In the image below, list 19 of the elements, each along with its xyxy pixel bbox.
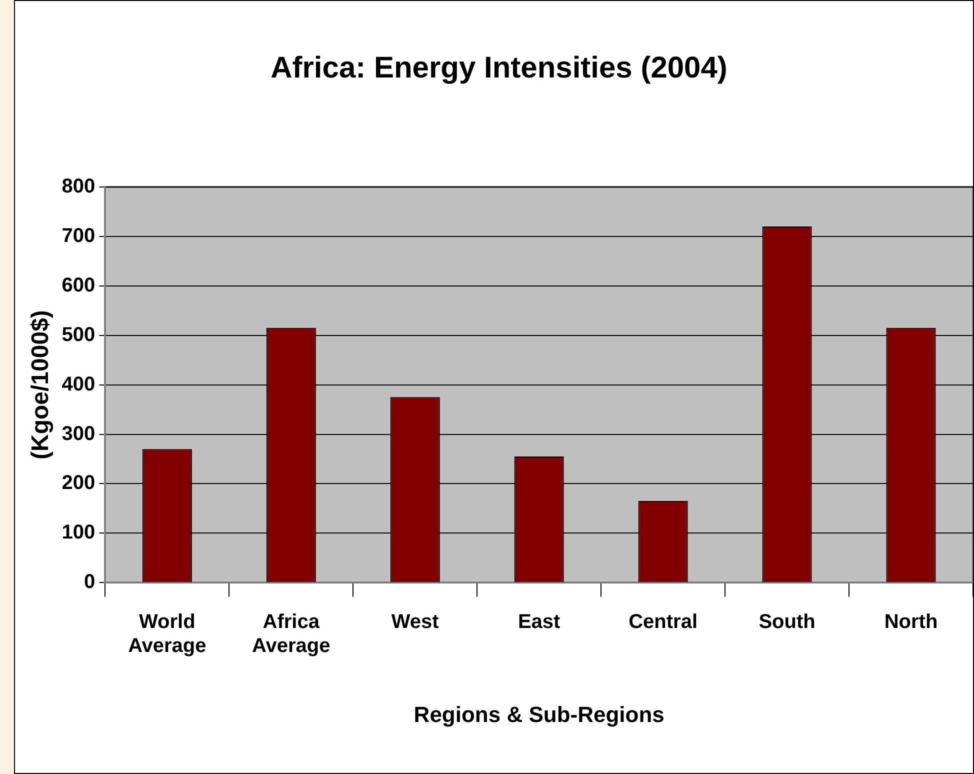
- y-tick-label: 600: [62, 274, 96, 296]
- x-tick-label: West: [391, 611, 440, 634]
- x-tick-label: North: [884, 611, 938, 634]
- y-tick-label: 100: [62, 522, 96, 544]
- x-axis-title: Regions & Sub-Regions: [414, 702, 664, 727]
- y-tick-label: 400: [62, 373, 96, 396]
- y-tick-label: 200: [62, 472, 96, 494]
- y-tick-label: 700: [62, 224, 96, 247]
- y-tick-label: 300: [62, 422, 96, 445]
- chart-title: Africa: Energy Intensities (2004): [270, 51, 728, 84]
- x-tick-label: Africa Average: [252, 611, 330, 658]
- y-tick-label: 500: [62, 324, 96, 346]
- x-tick-label: East: [518, 611, 561, 634]
- x-tick-label: South: [758, 611, 816, 634]
- y-tick-label: 0: [84, 571, 96, 594]
- y-tick-label: 800: [62, 176, 96, 198]
- x-tick-label: Central: [628, 611, 698, 634]
- x-tick-label: World Average: [128, 611, 206, 658]
- y-axis-title: (Kgoe/1000$): [27, 310, 54, 460]
